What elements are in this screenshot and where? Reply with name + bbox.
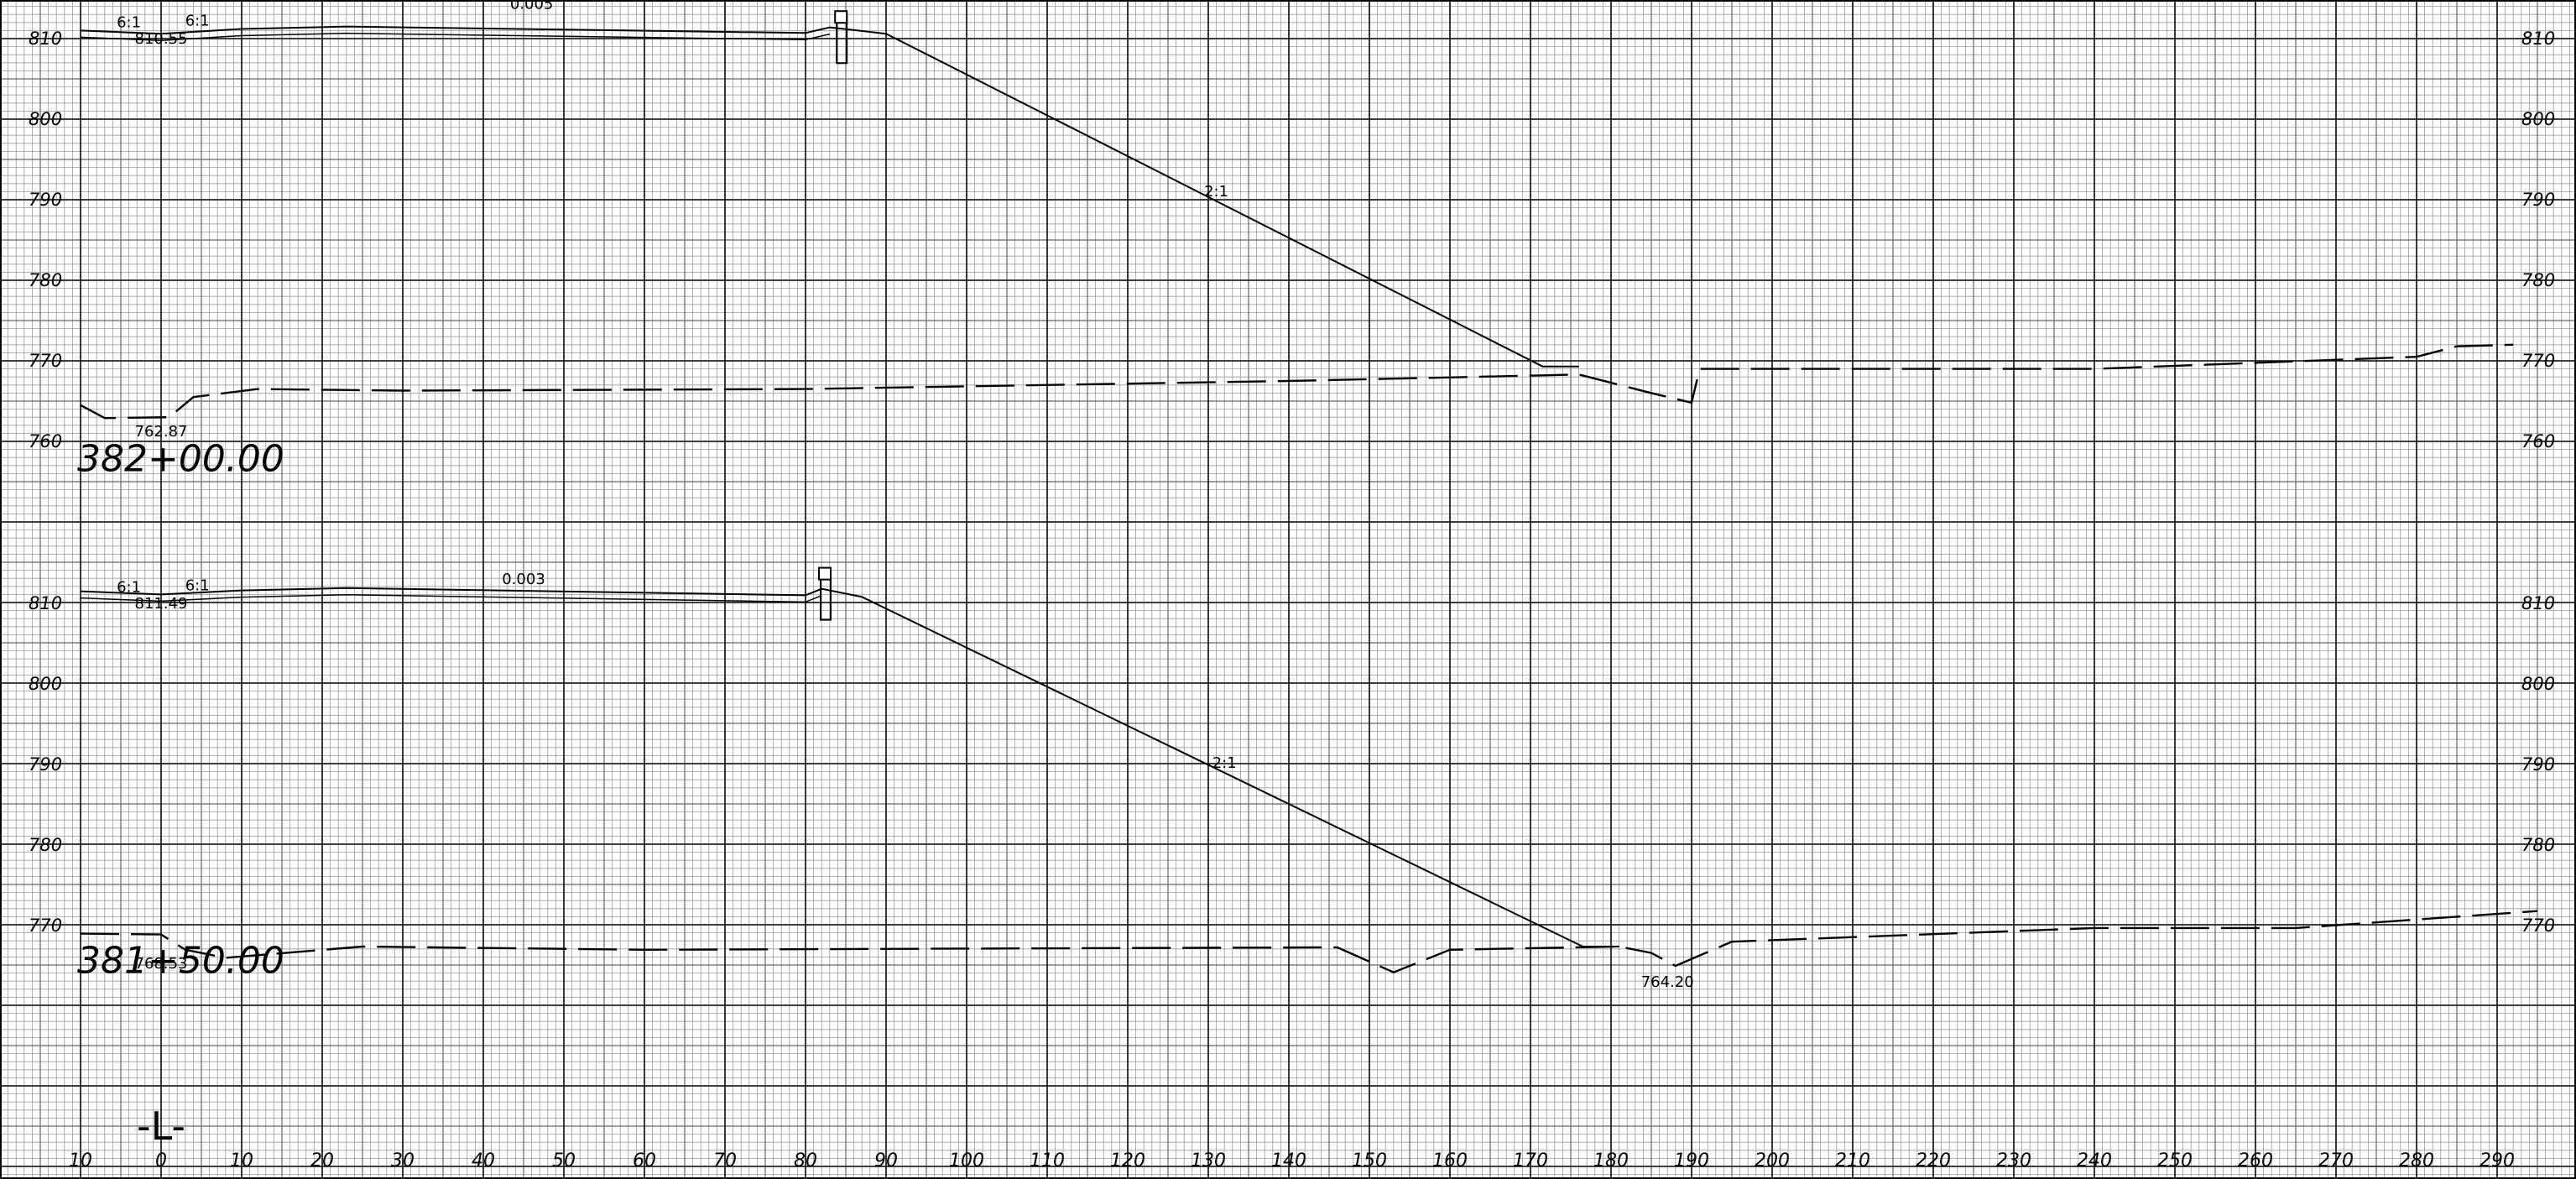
offset-tick-label: 230 <box>1996 1150 2031 1171</box>
offset-tick-label: 260 <box>2238 1150 2273 1171</box>
elevation-label-right: 770 <box>2521 351 2555 371</box>
elevation-label-right: 810 <box>2521 593 2555 613</box>
elevation-label-right: 790 <box>2521 754 2555 775</box>
offset-tick-label: 70 <box>713 1150 737 1171</box>
station-label: 381+50.00 <box>77 940 284 983</box>
elevation-label-right: 790 <box>2521 190 2555 210</box>
design-section-line <box>80 587 1619 947</box>
offset-tick-label: 170 <box>1513 1150 1548 1171</box>
existing-ground-line <box>80 910 2538 974</box>
offset-tick-label: 280 <box>2399 1150 2434 1171</box>
ground-elevation-label: 768.53 <box>135 955 188 973</box>
offset-tick-label: 250 <box>2157 1150 2193 1171</box>
offset-tick-label: 10 <box>230 1150 253 1171</box>
elevation-label-left: 760 <box>29 431 62 451</box>
shoulder-slope-label: 6:1 <box>185 13 210 30</box>
offset-tick-label: 50 <box>552 1150 576 1171</box>
offset-tick-label: 60 <box>633 1150 656 1171</box>
ground-elevation-label: 762.87 <box>135 423 188 441</box>
station-label: 382+00.00 <box>77 438 284 481</box>
elevation-label-left: 780 <box>29 835 62 855</box>
offset-tick-label: 0 <box>155 1150 167 1171</box>
elevation-label-left: 800 <box>29 674 62 694</box>
offset-tick-label: 110 <box>1030 1150 1065 1171</box>
cross-section-2: 810 810 800 800 790 790 780 780 770 770 0.003 2:1 6:… <box>29 566 2555 991</box>
elevation-label-left: 780 <box>29 270 62 290</box>
elevation-label-left: 810 <box>29 29 62 49</box>
elevation-label-right: 780 <box>2521 270 2555 290</box>
pavement-layer-line <box>80 594 822 603</box>
offset-tick-label: 30 <box>391 1150 415 1171</box>
profile-grade-label: 811.49 <box>135 595 188 613</box>
ditch-elevation-label: 764.20 <box>1641 973 1694 991</box>
centerline-label: -L- <box>137 1103 185 1149</box>
offset-tick-label: 20 <box>310 1150 334 1171</box>
elevation-label-right: 760 <box>2521 431 2555 451</box>
offset-tick-label: 90 <box>874 1150 898 1171</box>
offset-tick-label: 120 <box>1110 1150 1145 1171</box>
fill-slope-label: 2:1 <box>1204 183 1228 201</box>
elevation-label-left: 770 <box>29 351 62 371</box>
elevation-label-right: 770 <box>2521 916 2555 936</box>
offset-tick-label: 290 <box>2480 1150 2515 1171</box>
elevation-label-right: 780 <box>2521 835 2555 855</box>
profile-grade-label: 810.55 <box>135 30 188 48</box>
offset-tick-label: 270 <box>2318 1150 2354 1171</box>
shoulder-slope-label: 6:1 <box>117 579 141 597</box>
cross-section-1: 810 810 800 800 790 790 780 780 770 770 760 760 0.00… <box>29 0 2555 481</box>
fill-slope-label: 2:1 <box>1212 754 1237 772</box>
offset-tick-label: 100 <box>949 1150 984 1171</box>
pavement-layer-line <box>80 32 830 41</box>
section-drawings: 810 810 800 800 790 790 780 780 770 770 760 760 0.00… <box>29 0 2555 991</box>
elevation-label-left: 790 <box>29 754 62 775</box>
elevation-label-left: 800 <box>29 109 62 129</box>
elevation-label-right: 810 <box>2521 29 2555 49</box>
offset-tick-label: 180 <box>1593 1150 1629 1171</box>
offset-tick-label: 160 <box>1432 1150 1468 1171</box>
existing-ground-line <box>80 343 2514 420</box>
shoulder-slope-label: 6:1 <box>117 14 141 32</box>
elevation-label-left: 810 <box>29 593 62 613</box>
offset-tick-label: 190 <box>1674 1150 1709 1171</box>
offset-tick-label: 220 <box>1916 1150 1951 1171</box>
shoulder-slope-label: 6:1 <box>185 577 210 595</box>
offset-tick-label: 240 <box>2077 1150 2112 1171</box>
offset-tick-label: 40 <box>472 1150 495 1171</box>
offset-tick-label: 150 <box>1352 1150 1387 1171</box>
cross-slope-label: 0.005 <box>510 0 554 13</box>
offset-tick-label: 10 <box>69 1150 92 1171</box>
offset-tick-label: 140 <box>1271 1150 1306 1171</box>
elevation-label-left: 790 <box>29 190 62 210</box>
offset-tick-label: 130 <box>1191 1150 1226 1171</box>
curb-cap <box>818 566 832 581</box>
offset-tick-label: 200 <box>1755 1150 1790 1171</box>
cross-slope-label: 0.003 <box>502 571 545 588</box>
elevation-label-right: 800 <box>2521 109 2555 129</box>
elevation-label-left: 770 <box>29 916 62 936</box>
design-section-line <box>80 25 1579 368</box>
offset-tick-label: 80 <box>794 1150 817 1171</box>
offset-axis: 10 0 10 20 30 40 50 60 70 80 90 100 110 120 130 140 150 1… <box>69 1103 2515 1171</box>
elevation-label-right: 800 <box>2521 674 2555 694</box>
curb-cap <box>834 10 848 24</box>
offset-tick-label: 210 <box>1835 1150 1870 1171</box>
